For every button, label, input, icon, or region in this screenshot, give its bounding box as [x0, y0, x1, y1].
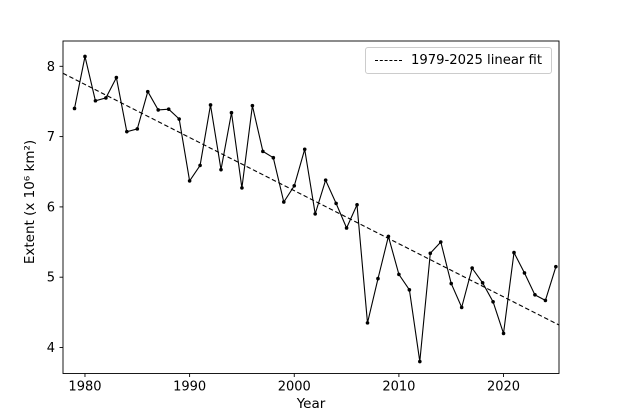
y-tick-label: 7	[47, 130, 55, 145]
x-tick-label: 1990	[173, 380, 206, 395]
data-point-marker	[104, 96, 108, 100]
y-tick-label: 8	[47, 60, 55, 75]
x-tick-label: 2000	[278, 380, 311, 395]
data-point-marker	[386, 234, 391, 239]
data-point-marker	[491, 299, 495, 304]
data-point-marker	[292, 184, 297, 188]
data-point-marker	[229, 110, 234, 115]
legend-box: 1979-2025 linear fit	[364, 47, 552, 74]
data-point-marker	[397, 272, 401, 277]
data-point-marker	[72, 106, 77, 111]
data-point-marker	[166, 107, 171, 111]
data-point-marker	[93, 98, 98, 103]
data-point-marker	[114, 75, 119, 80]
data-point-marker	[198, 163, 202, 168]
y-tick-label: 4	[47, 341, 55, 356]
data-point-marker	[313, 212, 317, 216]
y-tick-label: 6	[47, 200, 55, 215]
data-point-marker	[376, 276, 380, 281]
data-point-marker	[302, 147, 307, 152]
y-axis-label: Extent (x 10⁶ km²)	[22, 139, 38, 265]
data-point-marker	[355, 202, 359, 207]
data-point-marker	[177, 117, 181, 121]
data-point-marker	[334, 201, 338, 206]
data-point-marker	[470, 266, 474, 270]
data-point-marker	[438, 240, 443, 244]
data-point-marker	[135, 127, 140, 131]
data-point-marker	[344, 226, 349, 230]
data-point-marker	[554, 264, 558, 269]
legend-dashed-line-sample	[374, 60, 402, 61]
plot-area	[62, 40, 560, 374]
data-point-marker	[480, 281, 485, 285]
data-point-marker	[145, 89, 150, 94]
data-point-marker	[449, 281, 454, 286]
data-point-marker	[522, 271, 527, 275]
data-point-marker	[219, 167, 223, 172]
data-point-marker	[83, 54, 87, 59]
data-point-marker	[501, 331, 506, 336]
data-point-marker	[543, 298, 548, 303]
extent-data-line	[73, 56, 557, 362]
data-point-marker	[418, 359, 422, 364]
y-tick-label: 5	[47, 271, 55, 286]
data-point-marker	[261, 149, 265, 154]
data-point-marker	[271, 155, 276, 160]
data-point-marker	[240, 186, 244, 190]
data-point-marker	[250, 103, 255, 108]
data-point-marker	[428, 251, 433, 256]
data-point-marker	[533, 292, 537, 297]
data-point-marker	[512, 250, 516, 255]
legend-label: 1979-2025 linear fit	[410, 53, 542, 68]
data-point-marker	[407, 288, 412, 292]
data-point-marker	[156, 108, 161, 112]
data-point-marker	[125, 129, 129, 134]
data-point-marker	[208, 103, 213, 107]
data-point-marker	[459, 305, 464, 310]
x-tick-label: 2020	[487, 380, 520, 395]
linear-fit-line	[62, 72, 560, 326]
x-tick-label: 1980	[68, 380, 101, 395]
x-axis-label: Year	[296, 396, 326, 412]
data-point-marker	[323, 178, 328, 182]
data-point-marker	[281, 200, 286, 204]
data-point-marker	[365, 321, 370, 325]
x-tick-label: 2010	[382, 380, 415, 395]
data-point-marker	[187, 179, 192, 183]
